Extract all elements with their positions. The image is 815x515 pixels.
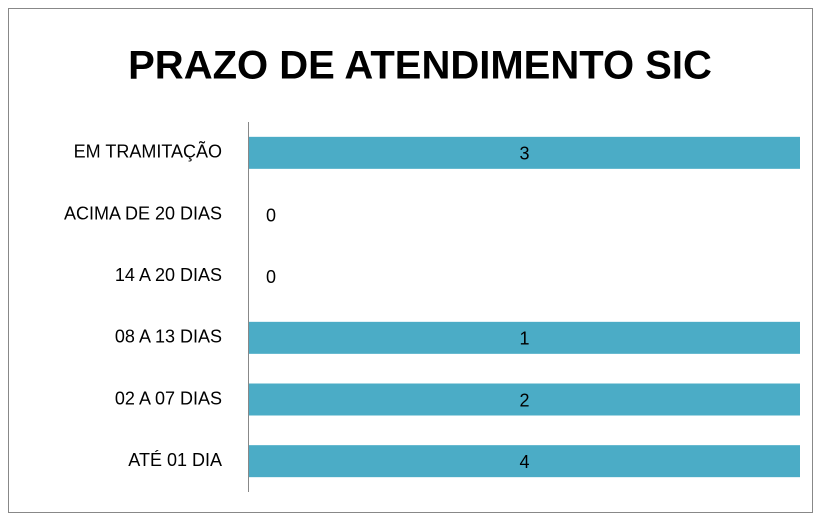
data-label: 0 (266, 205, 276, 225)
bar (249, 445, 800, 478)
y-tick-label: 14 A 20 DIAS (115, 265, 222, 285)
y-tick-label: 02 A 07 DIAS (115, 388, 222, 408)
chart-frame (8, 8, 813, 513)
y-tick-label: EM TRAMITAÇÃO (74, 141, 222, 162)
bar (249, 136, 800, 169)
data-label: 1 (519, 329, 529, 349)
chart-title: PRAZO DE ATENDIMENTO SIC (128, 44, 712, 88)
bar (249, 383, 800, 416)
data-label: 0 (266, 267, 276, 287)
y-tick-label: ACIMA DE 20 DIAS (64, 203, 222, 223)
data-label: 3 (519, 144, 529, 164)
y-tick-label: 08 A 13 DIAS (115, 327, 222, 347)
y-tick-label: ATÉ 01 DIA (128, 450, 222, 470)
data-label: 4 (519, 452, 529, 472)
bar (249, 321, 800, 354)
data-label: 2 (519, 390, 529, 410)
